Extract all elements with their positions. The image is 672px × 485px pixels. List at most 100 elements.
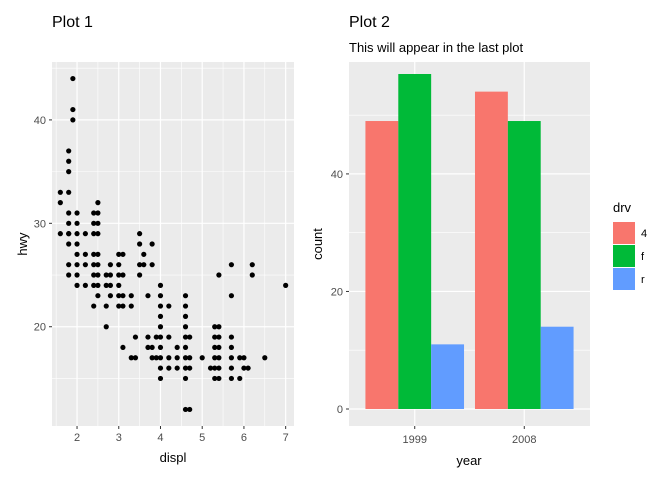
plot1-data-point xyxy=(187,365,193,371)
plot1-scatter-chart: Plot 1 2 3 4 5 6 7 20 30 40 displ hwy xyxy=(15,14,294,465)
plot1-data-point xyxy=(212,334,218,340)
plot1-data-point xyxy=(182,375,189,382)
plot1-data-point xyxy=(107,262,114,268)
plot1-data-point xyxy=(283,282,289,288)
plot1-data-point xyxy=(91,220,97,226)
plot1-data-point xyxy=(216,324,222,330)
plot1-panel xyxy=(52,62,294,426)
plot2-x-tick-label: 1999 xyxy=(402,434,426,446)
plot1-data-point xyxy=(91,231,97,237)
plot1-data-point xyxy=(228,334,235,340)
plot1-data-point xyxy=(216,365,222,371)
plot1-data-point xyxy=(228,262,235,268)
plot2-x-tick-label: 2008 xyxy=(512,434,536,446)
plot1-data-point xyxy=(145,293,151,299)
plot1-data-point xyxy=(107,272,114,278)
plot1-data-point xyxy=(91,210,97,216)
plot1-data-point xyxy=(241,365,247,371)
plot1-data-point xyxy=(116,251,122,257)
plot1-y-tick-label: 40 xyxy=(34,115,46,127)
plot2-y-ticks: 0 20 40 xyxy=(331,169,349,416)
plot2-bar-chart: Plot 2 This will appear in the last plot… xyxy=(310,14,647,468)
plot2-bar-1999-4 xyxy=(365,121,399,409)
plot1-data-point xyxy=(182,355,189,361)
plot1-data-point xyxy=(157,324,164,330)
plot1-data-point xyxy=(157,365,164,371)
plot1-data-point xyxy=(182,406,189,413)
plot1-data-point xyxy=(182,344,189,351)
plot1-data-point xyxy=(249,272,255,278)
plot1-data-point xyxy=(95,220,101,226)
plot1-data-point xyxy=(66,189,72,195)
plot1-data-point xyxy=(74,231,80,237)
legend-label-f: f xyxy=(641,251,645,263)
plot2-title: Plot 2 xyxy=(349,14,390,31)
plot1-data-point xyxy=(95,293,101,299)
plot1-data-point xyxy=(128,293,134,299)
plot1-data-point xyxy=(182,324,189,330)
plot1-data-point xyxy=(74,220,80,226)
plot1-data-point xyxy=(141,262,147,268)
plot1-data-point xyxy=(120,303,126,309)
plot1-data-point xyxy=(166,303,172,309)
plot1-data-point xyxy=(91,303,97,309)
plot1-data-point xyxy=(153,355,159,361)
plot1-data-point xyxy=(132,334,139,340)
plot1-data-point xyxy=(262,355,268,361)
plot1-data-point xyxy=(182,313,189,319)
plot1-data-point xyxy=(66,241,72,247)
plot1-y-ticks: 20 30 40 xyxy=(34,115,52,334)
plot1-data-point xyxy=(182,334,189,340)
plot1-data-point xyxy=(91,282,97,288)
plot1-data-point xyxy=(66,262,72,268)
plot1-data-point xyxy=(187,355,193,361)
plot1-data-point xyxy=(166,365,172,371)
plot1-data-point xyxy=(216,272,222,278)
plot1-data-point xyxy=(145,334,151,340)
plot1-data-point xyxy=(82,262,88,268)
plot1-data-point xyxy=(149,262,155,268)
plot1-data-point xyxy=(116,293,122,299)
plot1-data-point xyxy=(107,282,114,288)
plot1-data-point xyxy=(157,282,164,288)
plot1-data-point xyxy=(237,355,243,361)
plot1-data-point xyxy=(149,355,155,361)
plot1-data-point xyxy=(212,375,218,382)
plot1-data-point xyxy=(157,375,164,382)
plot1-data-point xyxy=(199,355,205,361)
plot1-points xyxy=(57,75,289,413)
plot1-data-point xyxy=(228,375,235,382)
plot1-data-point xyxy=(57,200,63,206)
plot2-x-axis-title: year xyxy=(456,453,482,468)
plot1-data-point xyxy=(157,293,164,299)
plot1-data-point xyxy=(137,231,143,237)
plot1-data-point xyxy=(74,241,80,247)
plot1-data-point xyxy=(91,272,97,278)
plot1-data-point xyxy=(66,148,72,154)
plot1-data-point xyxy=(74,272,80,278)
plot1-data-point xyxy=(57,231,63,237)
plot1-data-point xyxy=(95,200,101,206)
plot2-legend: drv 4 fr xyxy=(613,200,647,290)
plot1-data-point xyxy=(149,344,155,351)
plot1-data-point xyxy=(66,210,72,216)
plot1-x-tick-label: 4 xyxy=(157,432,163,444)
plot1-x-tick-label: 3 xyxy=(116,432,122,444)
plot1-data-point xyxy=(157,355,164,361)
plot1-data-point xyxy=(120,251,126,257)
plot2-y-tick-label: 20 xyxy=(331,286,343,298)
plot1-gridlines xyxy=(52,62,294,426)
plot1-data-point xyxy=(95,282,101,288)
plot1-data-point xyxy=(174,355,180,361)
plot1-data-point xyxy=(107,293,114,299)
plot1-data-point xyxy=(228,355,235,361)
plot1-data-point xyxy=(212,355,218,361)
plot1-title: Plot 1 xyxy=(52,14,93,31)
legend-label-r: r xyxy=(641,274,645,286)
plot1-data-point xyxy=(216,344,222,351)
legend-key-r xyxy=(613,268,635,290)
plot1-data-point xyxy=(66,169,72,175)
plot1-data-point xyxy=(103,272,109,278)
plot1-data-point xyxy=(116,282,122,288)
plot1-data-point xyxy=(212,365,218,371)
